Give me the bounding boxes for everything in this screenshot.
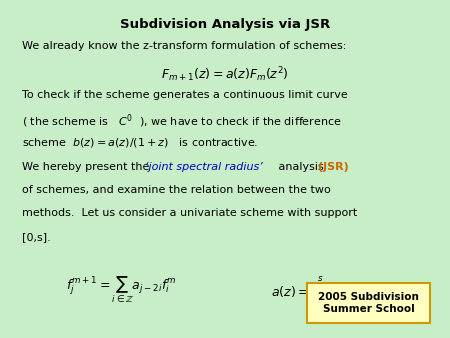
Text: We already know the z-transform formulation of schemes:: We already know the z-transform formulat… <box>22 41 346 51</box>
Text: of schemes, and examine the relation between the two: of schemes, and examine the relation bet… <box>22 185 331 195</box>
Text: ( the scheme is   $C^0$  ), we have to check if the difference: ( the scheme is $C^0$ ), we have to chec… <box>22 113 342 130</box>
Text: 2005 Subdivision
Summer School: 2005 Subdivision Summer School <box>318 292 419 314</box>
Text: ‘joint spectral radius’: ‘joint spectral radius’ <box>145 162 263 172</box>
Text: $a(z) = \sum_{i=0}^{s} a_i z^i$: $a(z) = \sum_{i=0}^{s} a_i z^i$ <box>271 274 351 312</box>
Text: $F_{m+1}(z) = a(z)F_m(z^2)$: $F_{m+1}(z) = a(z)F_m(z^2)$ <box>161 65 289 84</box>
Text: scheme  $b(z) = a(z)/(1+z)$   is contractive.: scheme $b(z) = a(z)/(1+z)$ is contractiv… <box>22 136 258 149</box>
Text: $f_j^{m+1} = \sum_{i \in \mathbb{Z}} a_{j-2i} f_i^m$: $f_j^{m+1} = \sum_{i \in \mathbb{Z}} a_{… <box>66 274 176 305</box>
Text: [0,s].: [0,s]. <box>22 232 51 242</box>
Text: We hereby present the: We hereby present the <box>22 162 153 172</box>
Text: (JSR): (JSR) <box>318 162 349 172</box>
Text: Subdivision Analysis via JSR: Subdivision Analysis via JSR <box>120 18 330 31</box>
Text: analysis: analysis <box>274 162 327 172</box>
Text: To check if the scheme generates a continuous limit curve: To check if the scheme generates a conti… <box>22 90 348 99</box>
FancyBboxPatch shape <box>307 283 430 323</box>
Text: methods.  Let us consider a univariate scheme with support: methods. Let us consider a univariate sc… <box>22 208 357 218</box>
